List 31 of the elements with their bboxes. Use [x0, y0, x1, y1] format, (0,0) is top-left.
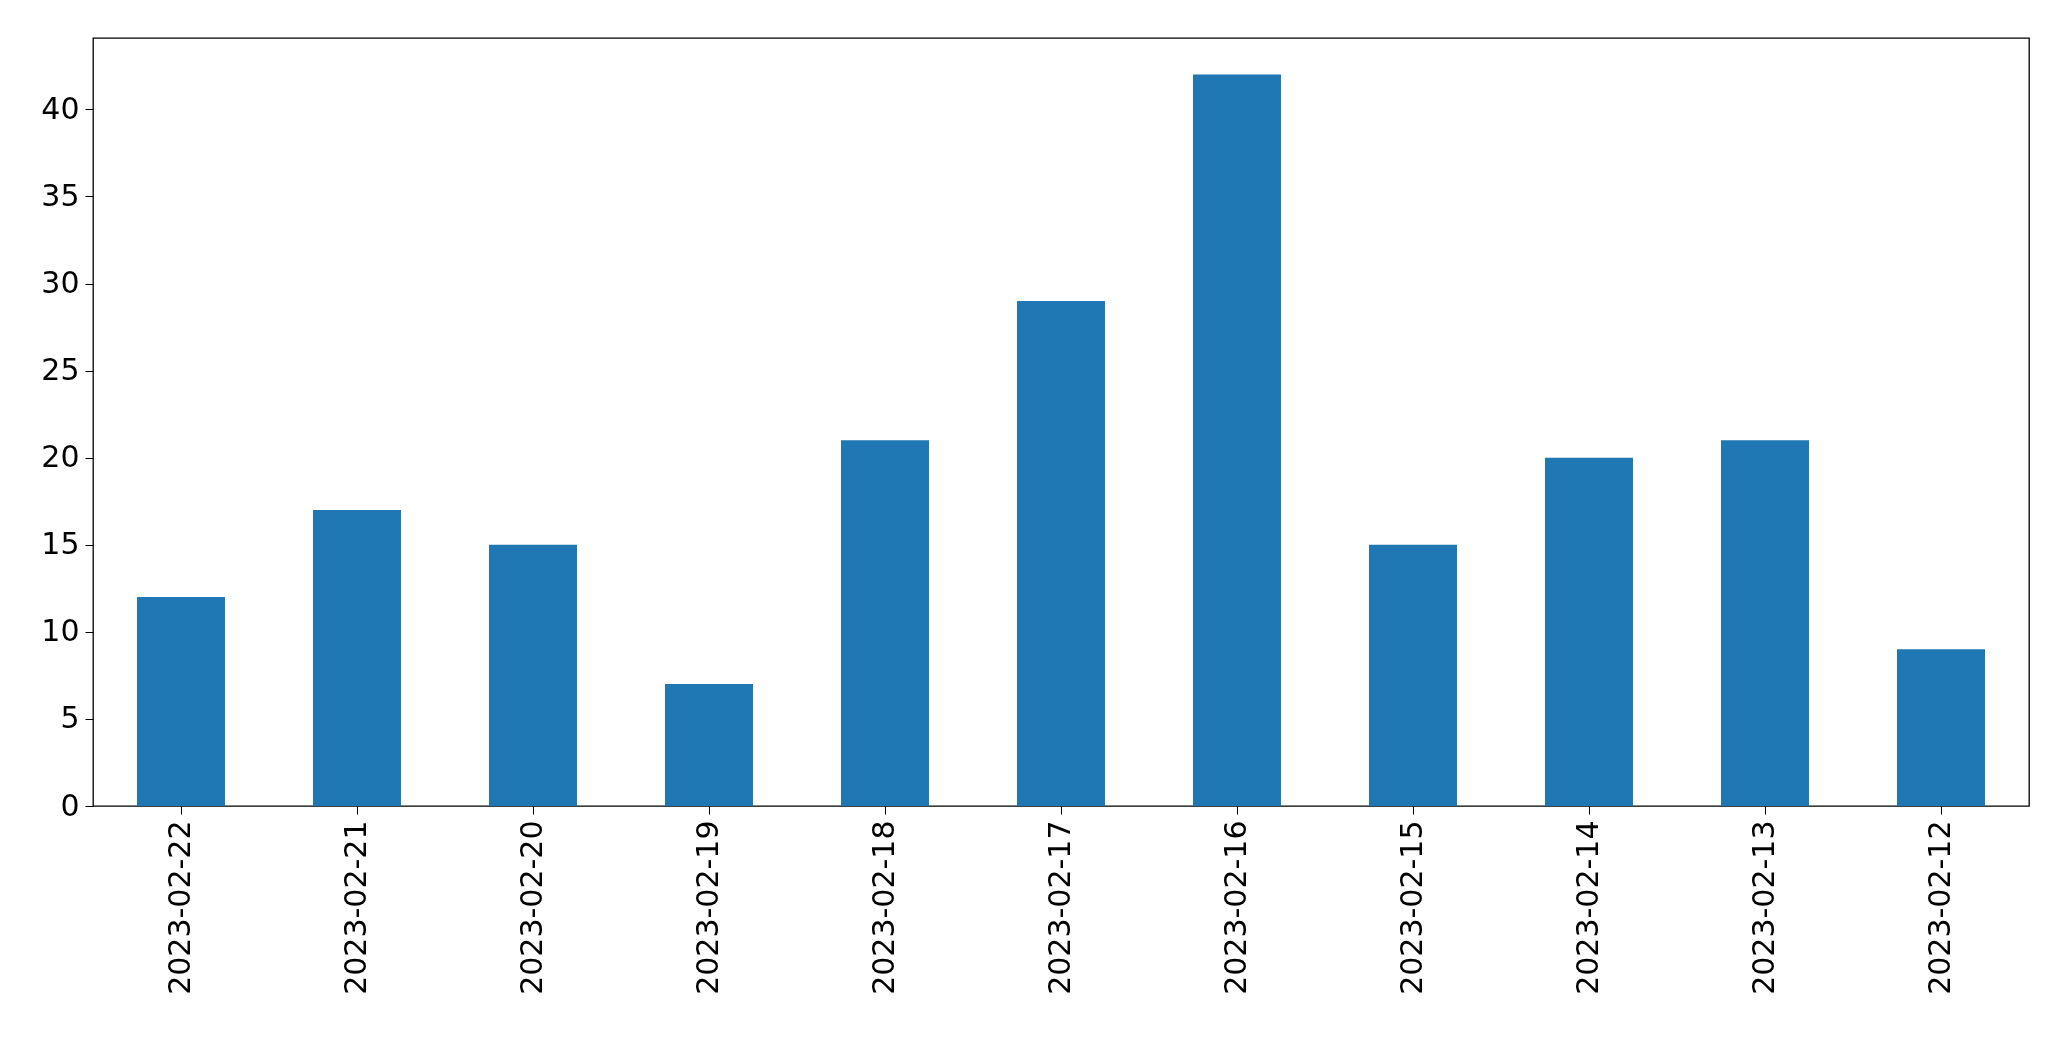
- y-tick-label: 20: [41, 439, 80, 475]
- x-tick-label: 2023-02-16: [1218, 820, 1253, 995]
- x-tick-label: 2023-02-18: [866, 820, 901, 995]
- x-tick-label: 2023-02-13: [1746, 820, 1781, 995]
- y-tick-label: 25: [41, 352, 80, 388]
- x-tick-label: 2023-02-17: [1042, 820, 1077, 995]
- bar: [489, 544, 577, 806]
- x-tick-label: 2023-02-15: [1394, 820, 1429, 995]
- x-tick-label: 2023-02-21: [338, 820, 373, 995]
- y-tick-label: 15: [41, 526, 80, 562]
- y-tick-label: 0: [60, 787, 80, 823]
- bar: [1017, 300, 1105, 806]
- bar: [1721, 440, 1809, 806]
- y-tick-label: 30: [41, 265, 80, 301]
- bar: [1369, 544, 1457, 806]
- bar: [841, 440, 929, 806]
- bar: [665, 684, 753, 806]
- bar: [1545, 457, 1633, 806]
- x-tick-label: 2023-02-14: [1570, 820, 1605, 995]
- bar: [1897, 649, 1985, 806]
- y-tick-label: 10: [41, 613, 80, 649]
- x-tick-label: 2023-02-19: [690, 820, 725, 995]
- x-tick-label: 2023-02-22: [162, 820, 197, 995]
- y-tick-label: 40: [41, 90, 80, 126]
- y-tick-label: 35: [41, 177, 80, 213]
- bar: [137, 597, 225, 806]
- x-tick-label: 2023-02-12: [1922, 820, 1957, 995]
- x-tick-label: 2023-02-20: [514, 820, 549, 995]
- bar: [313, 509, 401, 806]
- bar: [1193, 74, 1281, 806]
- y-tick-label: 5: [60, 700, 80, 736]
